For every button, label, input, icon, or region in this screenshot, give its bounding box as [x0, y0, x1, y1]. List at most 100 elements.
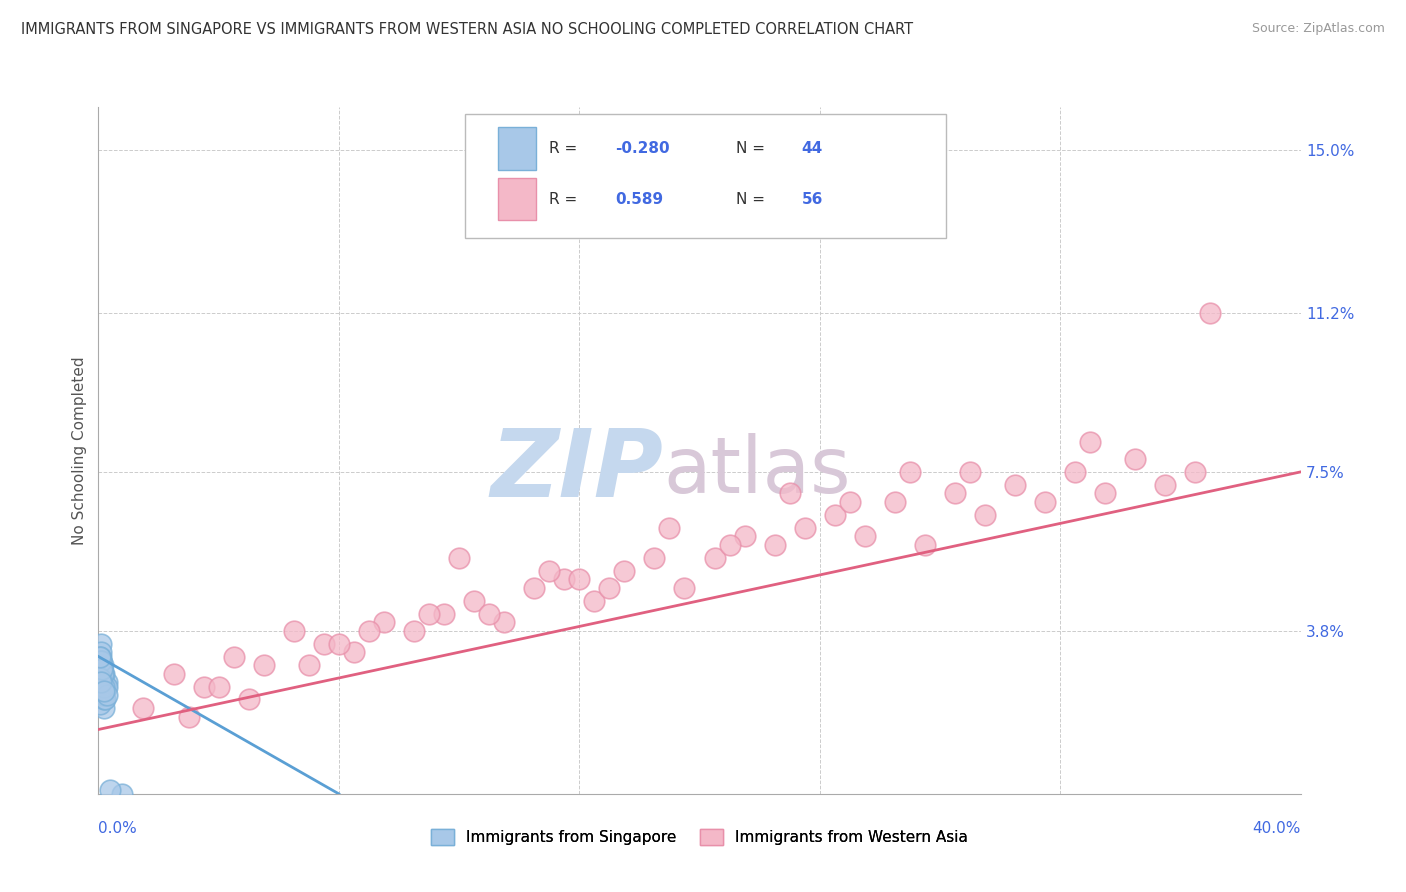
- Point: [538, 564, 561, 578]
- Point: [718, 538, 741, 552]
- Text: -0.280: -0.280: [616, 141, 671, 156]
- Point: [91, 662, 114, 676]
- Point: [673, 581, 696, 595]
- Point: [779, 486, 801, 500]
- Text: 0.0%: 0.0%: [98, 822, 138, 837]
- Point: [162, 666, 184, 681]
- Point: [402, 624, 425, 638]
- Point: [89, 649, 111, 664]
- Text: 0.589: 0.589: [616, 192, 664, 207]
- Point: [90, 662, 112, 676]
- Point: [974, 508, 997, 522]
- Point: [238, 692, 260, 706]
- Point: [853, 529, 876, 543]
- Point: [643, 550, 665, 565]
- Point: [703, 550, 725, 565]
- Text: 40.0%: 40.0%: [1253, 822, 1301, 837]
- Text: atlas: atlas: [664, 433, 851, 509]
- Point: [658, 521, 681, 535]
- Text: N =: N =: [735, 141, 769, 156]
- Point: [222, 649, 245, 664]
- Point: [357, 624, 380, 638]
- Point: [1004, 478, 1026, 492]
- Point: [418, 607, 440, 621]
- FancyBboxPatch shape: [498, 128, 536, 169]
- Point: [824, 508, 846, 522]
- Point: [90, 654, 112, 668]
- Point: [89, 697, 111, 711]
- Point: [93, 692, 115, 706]
- Point: [90, 680, 112, 694]
- Point: [583, 593, 606, 607]
- Point: [568, 572, 591, 586]
- Point: [177, 709, 200, 723]
- Point: [793, 521, 815, 535]
- Point: [100, 782, 122, 797]
- Point: [959, 465, 981, 479]
- Point: [494, 615, 516, 630]
- Text: R =: R =: [550, 141, 582, 156]
- Point: [883, 495, 905, 509]
- Point: [943, 486, 966, 500]
- Legend: Immigrants from Singapore, Immigrants from Western Asia: Immigrants from Singapore, Immigrants fr…: [425, 823, 974, 852]
- Point: [1184, 465, 1206, 479]
- Point: [90, 675, 112, 690]
- Point: [90, 683, 112, 698]
- Point: [90, 637, 112, 651]
- Point: [433, 607, 456, 621]
- Point: [1064, 465, 1087, 479]
- Point: [91, 662, 114, 676]
- Point: [89, 671, 111, 685]
- Point: [312, 637, 335, 651]
- Point: [90, 654, 112, 668]
- Point: [1078, 434, 1101, 449]
- Point: [91, 662, 114, 676]
- Point: [91, 666, 114, 681]
- Point: [89, 649, 111, 664]
- Point: [89, 671, 111, 685]
- Point: [94, 680, 117, 694]
- Point: [343, 645, 366, 659]
- Point: [96, 688, 118, 702]
- Point: [96, 680, 118, 694]
- Point: [478, 607, 501, 621]
- Point: [598, 581, 620, 595]
- Point: [90, 654, 112, 668]
- Point: [94, 692, 117, 706]
- FancyBboxPatch shape: [498, 178, 536, 220]
- Point: [90, 675, 112, 690]
- Point: [96, 675, 118, 690]
- Text: 56: 56: [801, 192, 823, 207]
- Point: [93, 692, 115, 706]
- Point: [463, 593, 485, 607]
- Point: [93, 701, 115, 715]
- Point: [90, 649, 112, 664]
- Point: [763, 538, 786, 552]
- Point: [523, 581, 546, 595]
- Point: [447, 550, 470, 565]
- Point: [1123, 452, 1146, 467]
- Point: [90, 645, 112, 659]
- Point: [613, 564, 636, 578]
- Point: [93, 683, 115, 698]
- Point: [91, 666, 114, 681]
- Text: ZIP: ZIP: [491, 425, 664, 517]
- Point: [553, 572, 575, 586]
- Point: [89, 688, 111, 702]
- Y-axis label: No Schooling Completed: No Schooling Completed: [72, 356, 87, 545]
- Point: [328, 637, 350, 651]
- Point: [373, 615, 395, 630]
- Point: [91, 671, 114, 685]
- Point: [93, 666, 115, 681]
- Text: 44: 44: [801, 141, 823, 156]
- Point: [914, 538, 936, 552]
- Point: [93, 680, 115, 694]
- Text: Source: ZipAtlas.com: Source: ZipAtlas.com: [1251, 22, 1385, 36]
- Point: [253, 658, 276, 673]
- Text: N =: N =: [735, 192, 769, 207]
- Text: IMMIGRANTS FROM SINGAPORE VS IMMIGRANTS FROM WESTERN ASIA NO SCHOOLING COMPLETED: IMMIGRANTS FROM SINGAPORE VS IMMIGRANTS …: [21, 22, 914, 37]
- Point: [283, 624, 305, 638]
- Point: [89, 658, 111, 673]
- Point: [93, 688, 115, 702]
- Point: [838, 495, 860, 509]
